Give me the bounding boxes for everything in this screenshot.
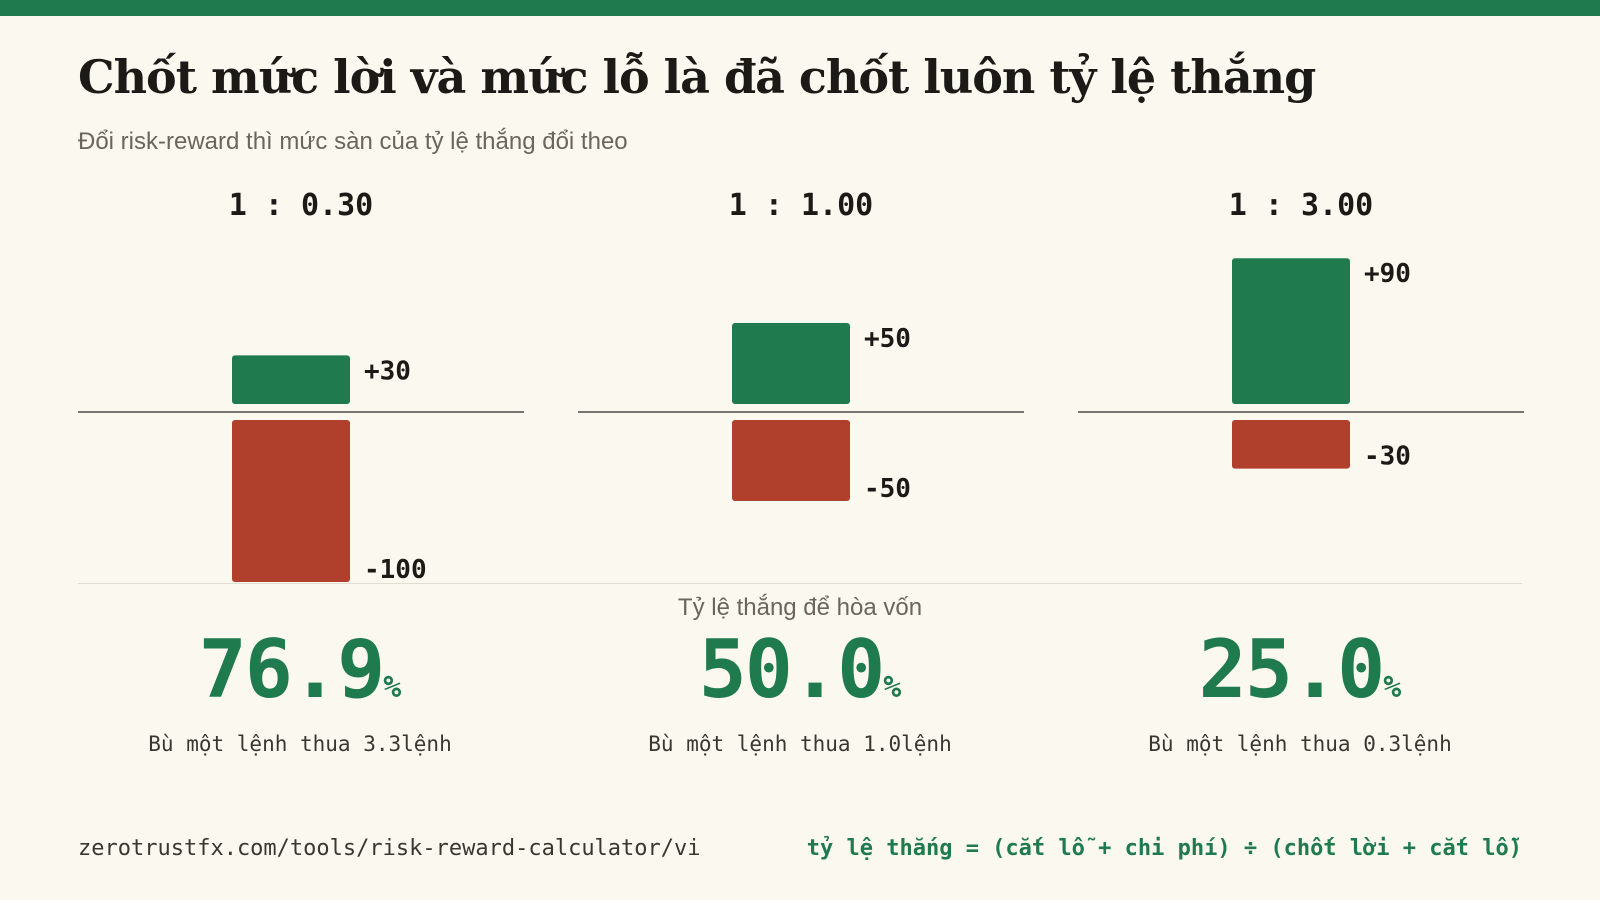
percent-sign: % <box>1383 670 1402 705</box>
breakeven-note: Bù một lệnh thua 0.3lệnh <box>1148 732 1452 756</box>
breakeven-value: 50.0 <box>698 623 886 716</box>
profit-bar <box>1232 258 1350 404</box>
loss-bar <box>232 420 350 582</box>
risk-reward-charts: 1 : 0.30 +30 -100 1 : 1.00 +50 -50 1 : 3.00 +90… <box>78 188 1524 585</box>
profit-bar <box>232 355 350 404</box>
footer-url: zerotrustfx.com/tools/risk-reward-calcul… <box>78 836 701 861</box>
panel-title: 1 : 1.00 <box>729 188 874 223</box>
footer-formula: tỷ lệ thắng = (cắt lỗ + chi phí) ÷ (chốt… <box>806 836 1522 861</box>
breakeven-note: Bù một lệnh thua 3.3lệnh <box>148 732 452 756</box>
breakeven-label: Tỷ lệ thắng để hòa vốn <box>677 594 923 621</box>
page-title: Chốt mức lời và mức lỗ là đã chốt luôn t… <box>78 50 1316 104</box>
percent-sign: % <box>883 670 902 705</box>
breakeven-percent: 50.0% <box>580 630 1020 710</box>
profit-label: +50 <box>864 324 911 354</box>
loss-label: -100 <box>364 555 427 585</box>
breakeven-percent: 25.0% <box>1080 630 1520 710</box>
profit-bar <box>732 323 850 404</box>
loss-bar <box>732 420 850 501</box>
profit-label: +90 <box>1364 259 1411 289</box>
top-accent-bar <box>0 0 1600 16</box>
breakeven-stat-1: 76.9% Bù một lệnh thua 3.3lệnh <box>80 630 520 757</box>
loss-label: -30 <box>1364 442 1411 472</box>
breakeven-value: 25.0 <box>1198 623 1386 716</box>
profit-label: +30 <box>364 356 411 386</box>
loss-label: -50 <box>864 474 911 504</box>
loss-bar <box>1232 420 1350 469</box>
breakeven-percent: 76.9% <box>80 630 520 710</box>
breakeven-note: Bù một lệnh thua 1.0lệnh <box>648 732 952 756</box>
section-divider <box>78 583 1522 584</box>
breakeven-value: 76.9 <box>198 623 386 716</box>
panel-title: 1 : 3.00 <box>1229 188 1374 223</box>
percent-sign: % <box>383 670 402 705</box>
panel-title: 1 : 0.30 <box>229 188 374 223</box>
page-subtitle: Đổi risk-reward thì mức sàn của tỷ lệ th… <box>78 128 628 155</box>
breakeven-stat-2: 50.0% Bù một lệnh thua 1.0lệnh <box>580 630 1020 757</box>
breakeven-stat-3: 25.0% Bù một lệnh thua 0.3lệnh <box>1080 630 1520 757</box>
